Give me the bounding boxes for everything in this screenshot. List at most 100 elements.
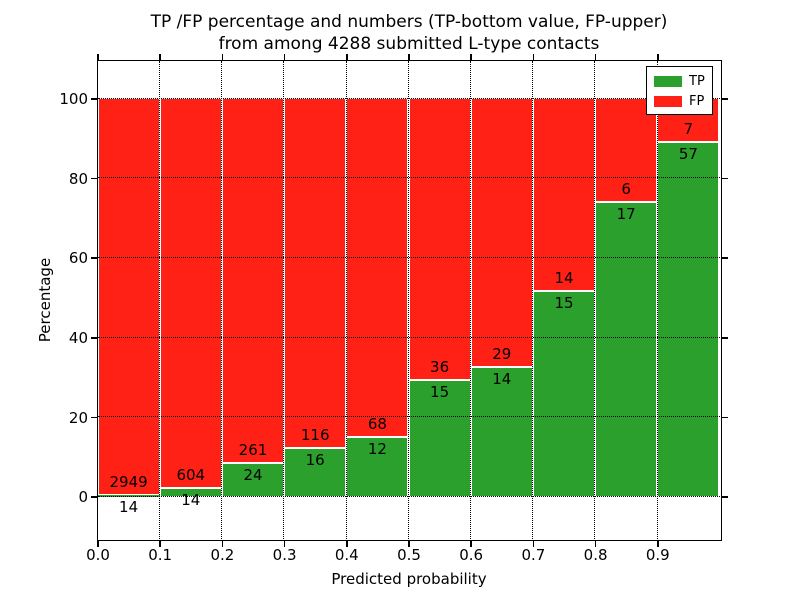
fp-count-label: 68 [367, 414, 387, 433]
x-tick-label: 0.1 [148, 546, 173, 564]
bar-segment-fp [284, 98, 347, 449]
y-tick-label: 60 [68, 249, 88, 268]
tp-count-label: 24 [243, 466, 263, 485]
y-tick-mark-right [721, 177, 728, 180]
bar-segment-tp [595, 202, 658, 497]
legend-label-fp: FP [689, 93, 705, 109]
legend-label-tp: TP [689, 73, 705, 89]
vertical-gridline [407, 60, 409, 539]
x-tick-label: 0.6 [459, 546, 484, 564]
y-axis-label: Percentage [36, 257, 54, 343]
x-tick-mark-top [346, 53, 348, 60]
plot-area: 2949 14 604 14 261 24 116 16 68 12 36 15 29 14 14 15 6 17… [96, 59, 722, 541]
x-tick-label: 0.0 [86, 546, 110, 564]
bar-segment-tp [97, 494, 160, 497]
bar-segment-tp [408, 379, 471, 497]
chart-title: TP /FP percentage and numbers (TP-bottom… [98, 11, 720, 55]
x-tick-mark-top [221, 53, 224, 60]
vertical-gridline [594, 60, 596, 539]
bar-segment-fp [532, 98, 596, 291]
bar-segment-fp [97, 98, 160, 495]
bar-segment-tp [470, 366, 533, 497]
x-tick-mark [657, 540, 659, 547]
legend-entry-fp: FP [654, 93, 705, 109]
x-tick-label: 0.2 [210, 546, 235, 564]
horizontal-gridline [97, 177, 720, 179]
y-tick-mark-right [721, 257, 728, 259]
x-tick-label: 0.7 [521, 546, 546, 564]
x-tick-mark [221, 540, 224, 547]
fp-legend-swatch [654, 95, 682, 107]
y-tick-mark-right [721, 337, 728, 339]
y-tick-mark [90, 416, 97, 419]
tp-count-label: 17 [616, 205, 636, 224]
tp-count-label: 12 [367, 439, 387, 458]
x-tick-mark [283, 540, 286, 547]
vertical-gridline [532, 60, 534, 539]
legend-entry-tp: TP [654, 73, 705, 89]
x-tick-label: 0.3 [272, 546, 297, 564]
x-axis-label: Predicted probability [331, 570, 487, 588]
bar-segment-fp [221, 98, 285, 464]
x-tick-mark-top [594, 53, 597, 60]
horizontal-gridline [97, 495, 720, 497]
y-tick-mark [90, 98, 97, 100]
x-tick-mark [159, 540, 161, 547]
y-tick-label: 20 [68, 408, 88, 427]
fp-count-label: 2949 [109, 472, 148, 491]
tp-count-label: 14 [181, 490, 201, 509]
y-tick-label: 80 [68, 169, 88, 188]
fp-count-label: 261 [238, 441, 268, 460]
tp-count-label: 57 [678, 144, 698, 163]
bar-segment-fp [595, 98, 658, 203]
fp-count-label: 7 [683, 119, 694, 138]
x-tick-mark [470, 540, 472, 547]
fp-count-label: 14 [554, 268, 574, 287]
tp-count-label: 16 [305, 451, 325, 470]
x-tick-label: 0.5 [397, 546, 421, 564]
vertical-gridline [283, 60, 285, 539]
x-tick-mark-top [159, 53, 161, 60]
x-tick-mark [97, 540, 99, 547]
horizontal-gridline [97, 97, 720, 99]
fp-count-label: 116 [300, 426, 330, 445]
tp-count-label: 14 [492, 369, 512, 388]
y-tick-mark-right [721, 98, 728, 100]
horizontal-gridline [97, 256, 720, 258]
vertical-gridline [345, 60, 347, 539]
chart-title-line1: TP /FP percentage and numbers (TP-bottom… [150, 12, 668, 32]
bar-segment-fp [159, 98, 222, 488]
horizontal-gridline [97, 336, 720, 338]
bar-segment-tp [532, 290, 596, 497]
vertical-gridline [469, 60, 471, 539]
tp-count-label: 14 [119, 497, 139, 516]
y-tick-mark [90, 337, 97, 339]
x-tick-mark [408, 540, 410, 547]
bar-segment-tp [657, 141, 720, 497]
x-tick-mark-top [97, 53, 99, 60]
vertical-gridline [221, 60, 223, 539]
horizontal-gridline [97, 416, 720, 418]
y-tick-mark-right [721, 496, 728, 498]
y-tick-label: 40 [68, 328, 88, 347]
vertical-gridline [656, 60, 658, 539]
fp-count-label: 29 [492, 344, 512, 363]
vertical-gridline [158, 60, 160, 539]
legend: TP FP [646, 66, 713, 115]
x-tick-mark-top [470, 53, 472, 60]
x-tick-mark-top [532, 53, 535, 60]
y-tick-mark [90, 177, 97, 180]
fp-count-label: 6 [621, 180, 631, 199]
x-tick-label: 0.9 [645, 546, 670, 564]
y-tick-mark-right [721, 416, 728, 419]
y-tick-label: 100 [59, 89, 88, 108]
x-tick-mark-top [657, 53, 659, 60]
tp-count-label: 15 [554, 293, 574, 312]
x-tick-mark-top [283, 53, 286, 60]
y-tick-label: 0 [78, 488, 88, 507]
tp-count-label: 15 [430, 382, 450, 401]
x-tick-label: 0.8 [583, 546, 608, 564]
x-tick-mark-top [408, 53, 410, 60]
bar-segment-fp [346, 98, 409, 437]
